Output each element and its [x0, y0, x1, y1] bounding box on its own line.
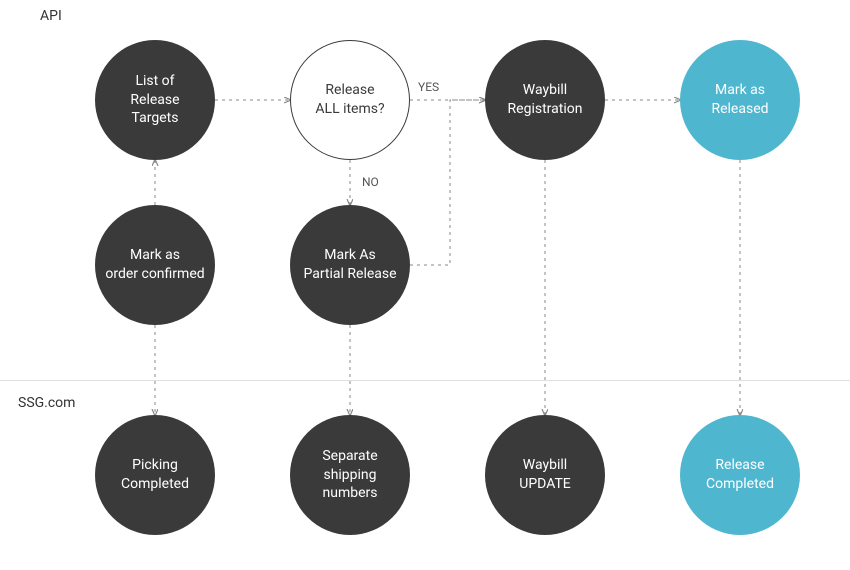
- node-label: WaybillRegistration: [500, 81, 591, 119]
- node-waybill-reg: WaybillRegistration: [485, 40, 605, 160]
- flowchart-canvas: API SSG.com List ofReleaseTargets ReleaseAL…: [0, 0, 850, 570]
- node-separate-ship: Separateshippingnumbers: [290, 415, 410, 535]
- node-partial-release: Mark AsPartial Release: [290, 205, 410, 325]
- section-label-api: API: [40, 8, 62, 24]
- section-label-ssg: SSG.com: [18, 395, 75, 411]
- section-divider: [0, 380, 850, 381]
- node-release-complete: ReleaseCompleted: [680, 415, 800, 535]
- node-label: List ofReleaseTargets: [122, 72, 187, 129]
- node-waybill-update: WaybillUPDATE: [485, 415, 605, 535]
- node-label: ReleaseALL items?: [307, 81, 392, 119]
- node-order-confirmed: Mark asorder confirmed: [95, 205, 215, 325]
- node-label: ReleaseCompleted: [698, 456, 782, 494]
- node-release-all-q: ReleaseALL items?: [290, 40, 410, 160]
- edge-label: NO: [360, 175, 381, 189]
- node-label: Mark AsPartial Release: [295, 246, 404, 284]
- node-label: Mark asorder confirmed: [97, 246, 212, 284]
- edge-label: YES: [416, 80, 441, 94]
- node-label: PickingCompleted: [113, 456, 197, 494]
- node-label: Mark asReleased: [703, 81, 776, 119]
- node-picking-complete: PickingCompleted: [95, 415, 215, 535]
- node-label: WaybillUPDATE: [511, 456, 579, 494]
- node-label: Separateshippingnumbers: [314, 447, 385, 504]
- node-list-targets: List ofReleaseTargets: [95, 40, 215, 160]
- node-mark-released: Mark asReleased: [680, 40, 800, 160]
